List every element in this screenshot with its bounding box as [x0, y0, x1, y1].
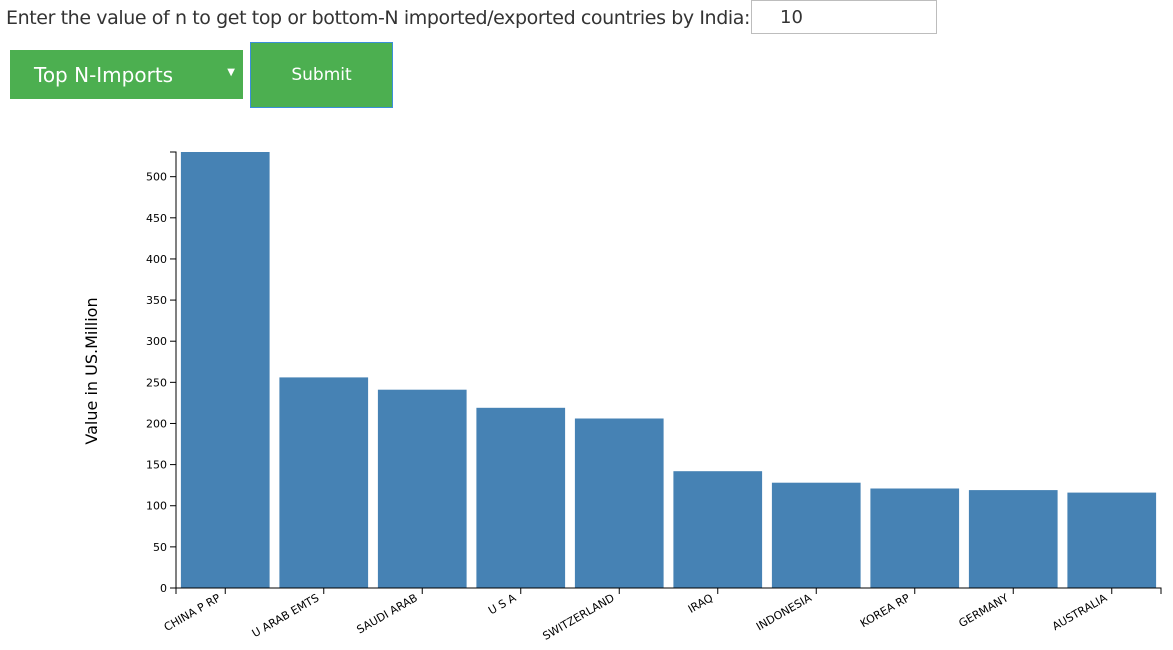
x-tick-label: U ARAB EMTS — [250, 591, 321, 640]
y-tick-label: 50 — [153, 541, 167, 554]
bar-2 — [279, 377, 369, 588]
n-value-input[interactable] — [751, 0, 937, 34]
x-tick-label: AUSTRALIA — [1050, 591, 1110, 633]
y-tick-label: 250 — [146, 376, 167, 389]
bar-4 — [476, 407, 566, 588]
bar-1 — [180, 152, 270, 588]
y-tick-label: 0 — [160, 582, 167, 595]
x-tick-label: INDONESIA — [754, 591, 814, 633]
y-axis-title: Value in US.Million — [82, 297, 101, 444]
prompt-row: Enter the value of n to get top or botto… — [6, 0, 750, 36]
y-tick-label: 450 — [146, 212, 167, 225]
y-tick-label: 150 — [146, 459, 167, 472]
select-value: Top N-Imports — [34, 62, 174, 87]
bar-10 — [1067, 492, 1157, 588]
x-tick-label: SAUDI ARAB — [355, 591, 420, 636]
bar-8 — [870, 488, 960, 588]
prompt-label: Enter the value of n to get top or botto… — [6, 7, 750, 29]
bar-9 — [968, 490, 1058, 588]
x-tick-label: IRAQ — [686, 591, 716, 616]
import-export-select[interactable]: Top N-Imports ▼ — [10, 50, 243, 99]
bar-6 — [673, 471, 763, 588]
x-tick-label: SWITZERLAND — [540, 591, 616, 643]
y-tick-label: 300 — [146, 335, 167, 348]
y-tick-label: 350 — [146, 294, 167, 307]
x-tick-label: GERMANY — [957, 591, 1011, 630]
x-tick-label: CHINA P RP — [162, 591, 223, 634]
chevron-down-icon: ▼ — [227, 67, 235, 78]
bar-7 — [771, 482, 861, 588]
y-axis-line — [170, 151, 177, 589]
y-tick-label: 200 — [146, 417, 167, 430]
x-tick-label: U S A — [486, 591, 519, 617]
y-tick-label: 100 — [146, 500, 167, 513]
x-tick-label: KOREA RP — [858, 591, 913, 630]
y-tick-label: 500 — [146, 171, 167, 184]
submit-button[interactable]: Submit — [250, 42, 393, 108]
bar-5 — [574, 418, 664, 588]
x-axis-line — [175, 587, 1162, 594]
bar-3 — [377, 389, 467, 588]
y-tick-label: 400 — [146, 253, 167, 266]
